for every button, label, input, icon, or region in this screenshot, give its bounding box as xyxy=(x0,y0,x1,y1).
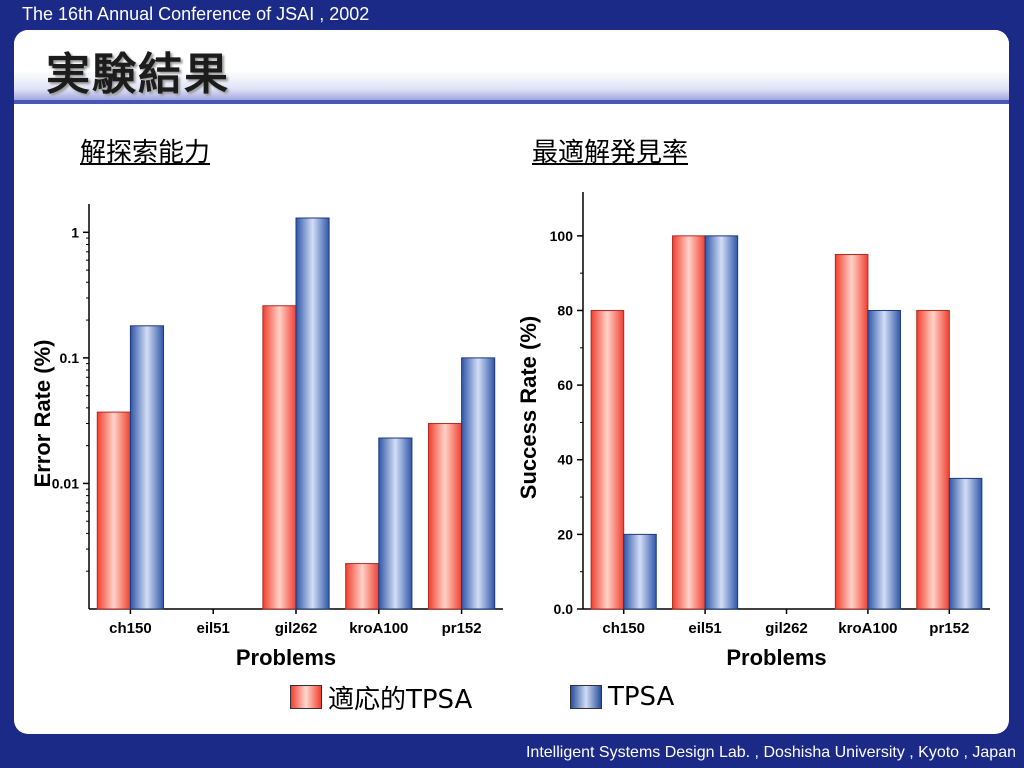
left-bar-adaptive-kroA100 xyxy=(345,563,380,610)
right-ytick-label: 100 xyxy=(550,228,574,244)
left-xtick-label: pr152 xyxy=(442,620,482,637)
title-band xyxy=(14,30,1009,104)
right-ytick-label: 20 xyxy=(557,526,573,542)
legend-label-adaptive: 適応的TPSA xyxy=(328,684,473,715)
left-xtick-label: gil262 xyxy=(275,620,318,637)
right-xtick-label: kroA100 xyxy=(838,620,897,637)
footer-credit: Intelligent Systems Design Lab. , Doshis… xyxy=(525,744,1016,761)
success-rate-chart: 0.0 20 40 60 80 100 ch150 eil51 gil262 kroA100 pr1… xyxy=(516,192,990,670)
right-xtick-label: pr152 xyxy=(929,620,969,637)
left-ytick-label: 1 xyxy=(71,224,79,240)
left-bar-tpsa-kroA100 xyxy=(378,437,413,610)
left-bar-adaptive-gil262 xyxy=(262,305,297,610)
legend-swatch-adaptive xyxy=(290,685,322,709)
right-xtick-label: gil262 xyxy=(765,620,808,637)
error-rate-chart: 0.01 0.1 1 ch150 eil51 gil262 kroA100 pr152 Prob… xyxy=(30,204,503,670)
left-chart-subtitle: 解探索能力 xyxy=(80,138,211,168)
left-ytick-label: 0.1 xyxy=(60,350,80,366)
left-ytick-label: 0.01 xyxy=(52,475,79,491)
legend-label-tpsa: TPSA xyxy=(608,682,675,712)
left-bar-adaptive-pr152 xyxy=(427,423,463,610)
right-bar-tpsa-pr152 xyxy=(948,477,983,610)
right-ytick-label: 0.0 xyxy=(554,601,574,617)
legend: 適応的TPSA TPSA xyxy=(290,680,730,715)
right-ytick-label: 40 xyxy=(557,452,573,468)
right-bar-adaptive-pr152 xyxy=(916,309,950,610)
left-xtick-label: ch150 xyxy=(109,620,152,637)
right-xtick-label: ch150 xyxy=(602,620,645,637)
conference-header: The 16th Annual Conference of JSAI , 200… xyxy=(22,4,370,24)
legend-item-adaptive: 適応的TPSA xyxy=(290,680,473,715)
left-x-axis-title: Problems xyxy=(236,645,336,670)
right-ytick-label: 60 xyxy=(557,377,573,393)
left-bar-adaptive-ch150 xyxy=(96,411,131,610)
right-ytick-label: 80 xyxy=(557,302,573,318)
right-bar-tpsa-eil51 xyxy=(704,235,739,610)
left-xtick-label: kroA100 xyxy=(349,620,408,637)
right-chart-subtitle: 最適解発見率 xyxy=(532,138,689,168)
right-bar-tpsa-kroA100 xyxy=(867,309,901,610)
right-x-axis-title: Problems xyxy=(726,645,826,670)
left-y-axis-title: Error Rate (%) xyxy=(30,340,55,488)
right-xtick-label: eil51 xyxy=(688,620,721,637)
right-bar-adaptive-ch150 xyxy=(590,309,625,610)
right-bar-adaptive-eil51 xyxy=(672,235,706,610)
legend-swatch-tpsa xyxy=(570,685,602,709)
right-y-axis-title: Success Rate (%) xyxy=(516,316,541,499)
slide-title: 実験結果 xyxy=(46,49,230,100)
legend-item-tpsa: TPSA xyxy=(570,680,674,714)
right-bar-tpsa-ch150 xyxy=(623,533,657,610)
left-bar-tpsa-gil262 xyxy=(295,217,330,610)
right-bar-adaptive-kroA100 xyxy=(834,254,869,610)
left-bar-tpsa-ch150 xyxy=(129,325,165,610)
left-bar-tpsa-pr152 xyxy=(461,357,496,610)
left-xtick-label: eil51 xyxy=(197,620,230,637)
